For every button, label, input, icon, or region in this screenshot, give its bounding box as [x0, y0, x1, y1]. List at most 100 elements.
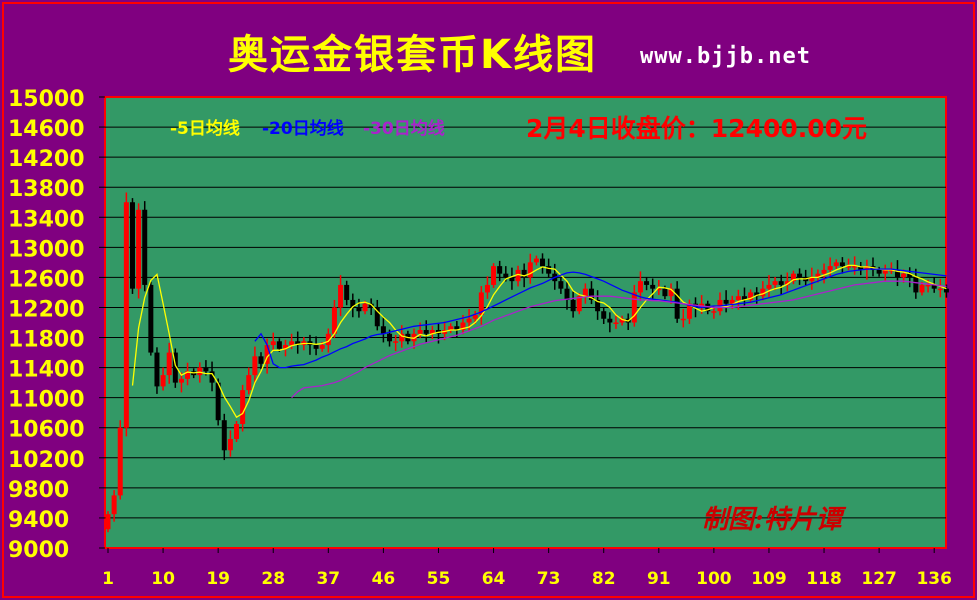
- candle-body: [472, 314, 478, 319]
- candle-body: [735, 296, 741, 300]
- candle-body: [686, 303, 692, 319]
- y-tick-label: 9000: [8, 538, 69, 563]
- y-tick-label: 11400: [8, 358, 85, 383]
- y-tick-label: 12600: [8, 267, 85, 292]
- candle-body: [858, 266, 864, 270]
- candle-body: [240, 390, 246, 424]
- candle-body: [864, 266, 870, 270]
- candle-body: [117, 427, 123, 496]
- candle-body: [778, 281, 784, 285]
- candle-body: [546, 266, 552, 274]
- legend: -5日均线 -20日均线 -30日均线: [170, 118, 445, 139]
- candle-body: [172, 352, 178, 383]
- candle-body: [540, 258, 546, 267]
- plot-area: [104, 96, 947, 549]
- candle-body: [203, 367, 209, 372]
- candle-body: [270, 341, 276, 346]
- y-tick-label: 13000: [8, 237, 85, 262]
- ma-line-5: [131, 264, 947, 419]
- y-tick-label: 9400: [8, 508, 69, 533]
- x-tick-label: 46: [372, 569, 396, 589]
- candle-body: [368, 303, 374, 308]
- candle-body: [650, 284, 656, 289]
- x-tick-label: 19: [206, 569, 230, 589]
- candle-body: [533, 258, 539, 263]
- y-tick-label: 11800: [8, 328, 85, 353]
- candle-body: [815, 273, 821, 278]
- x-tick-label: 109: [751, 569, 787, 589]
- close-price-note: 2月4日收盘价：12400.00元: [526, 114, 867, 143]
- candle-body: [429, 330, 435, 334]
- candle-body: [754, 292, 760, 297]
- page-title: 奥运金银套币K线图: [228, 32, 597, 78]
- candle-body: [943, 288, 949, 293]
- candle-body: [282, 345, 288, 349]
- candle-body: [644, 281, 650, 285]
- candle-body: [674, 288, 680, 319]
- y-tick-label: 11000: [8, 388, 85, 413]
- candle-body: [234, 423, 240, 440]
- candle-body: [668, 288, 674, 297]
- candle-body: [527, 262, 533, 278]
- candle-body: [821, 269, 827, 274]
- candle-body: [839, 262, 845, 267]
- y-tick-label: 13400: [8, 207, 85, 232]
- candle-body: [558, 281, 564, 289]
- candle-body: [613, 322, 619, 324]
- legend-ma30: -30日均线: [363, 118, 445, 139]
- candle-body: [656, 288, 662, 291]
- candle-body: [564, 288, 570, 300]
- candle-body: [937, 288, 943, 291]
- x-tick-label: 82: [592, 569, 616, 589]
- candle-body: [637, 281, 643, 293]
- candle-body: [711, 311, 717, 313]
- x-tick-label: 28: [261, 569, 285, 589]
- x-tick-label: 91: [647, 569, 671, 589]
- candle-body: [907, 273, 913, 278]
- candle-body: [631, 292, 637, 323]
- legend-ma5: -5日均线: [170, 118, 240, 139]
- candle-body: [497, 266, 503, 274]
- candle-body: [185, 371, 191, 379]
- candle-body: [809, 277, 815, 282]
- candle-body: [570, 299, 576, 312]
- x-tick-label: 73: [537, 569, 561, 589]
- candle-body: [276, 341, 282, 349]
- site-url: www.bjjb.net: [640, 44, 811, 69]
- candle-body: [521, 269, 527, 278]
- candle-body: [252, 356, 258, 376]
- candle-body: [362, 303, 368, 312]
- x-tick-label: 64: [482, 569, 506, 589]
- candle-body: [123, 202, 129, 428]
- candle-body: [919, 284, 925, 293]
- candle-body: [154, 352, 160, 387]
- candle-body: [913, 277, 919, 293]
- candle-body: [607, 318, 613, 323]
- candle-body: [601, 311, 607, 319]
- y-tick-label: 10200: [8, 448, 85, 473]
- candle-body: [454, 326, 460, 331]
- candle-body: [344, 284, 350, 300]
- candle-body: [931, 284, 937, 289]
- candle-body: [258, 356, 264, 364]
- candle-body: [399, 333, 405, 342]
- candle-body: [766, 284, 772, 289]
- candle-body: [374, 307, 380, 327]
- legend-ma20: -20日均线: [262, 118, 344, 139]
- candle-body: [619, 318, 625, 323]
- candle-body: [295, 341, 301, 346]
- moving-averages: [131, 264, 947, 419]
- candle-body: [491, 266, 497, 285]
- candle-body: [760, 288, 766, 297]
- candle-body: [178, 378, 184, 383]
- candle-body: [662, 288, 668, 297]
- candle-body: [925, 284, 931, 287]
- candle-body: [331, 307, 337, 334]
- candle-body: [846, 266, 852, 268]
- candle-body: [466, 318, 472, 323]
- candle-body: [595, 299, 601, 312]
- ma-line-20: [254, 268, 947, 369]
- x-tick-label: 136: [916, 569, 952, 589]
- y-tick-label: 12200: [8, 297, 85, 322]
